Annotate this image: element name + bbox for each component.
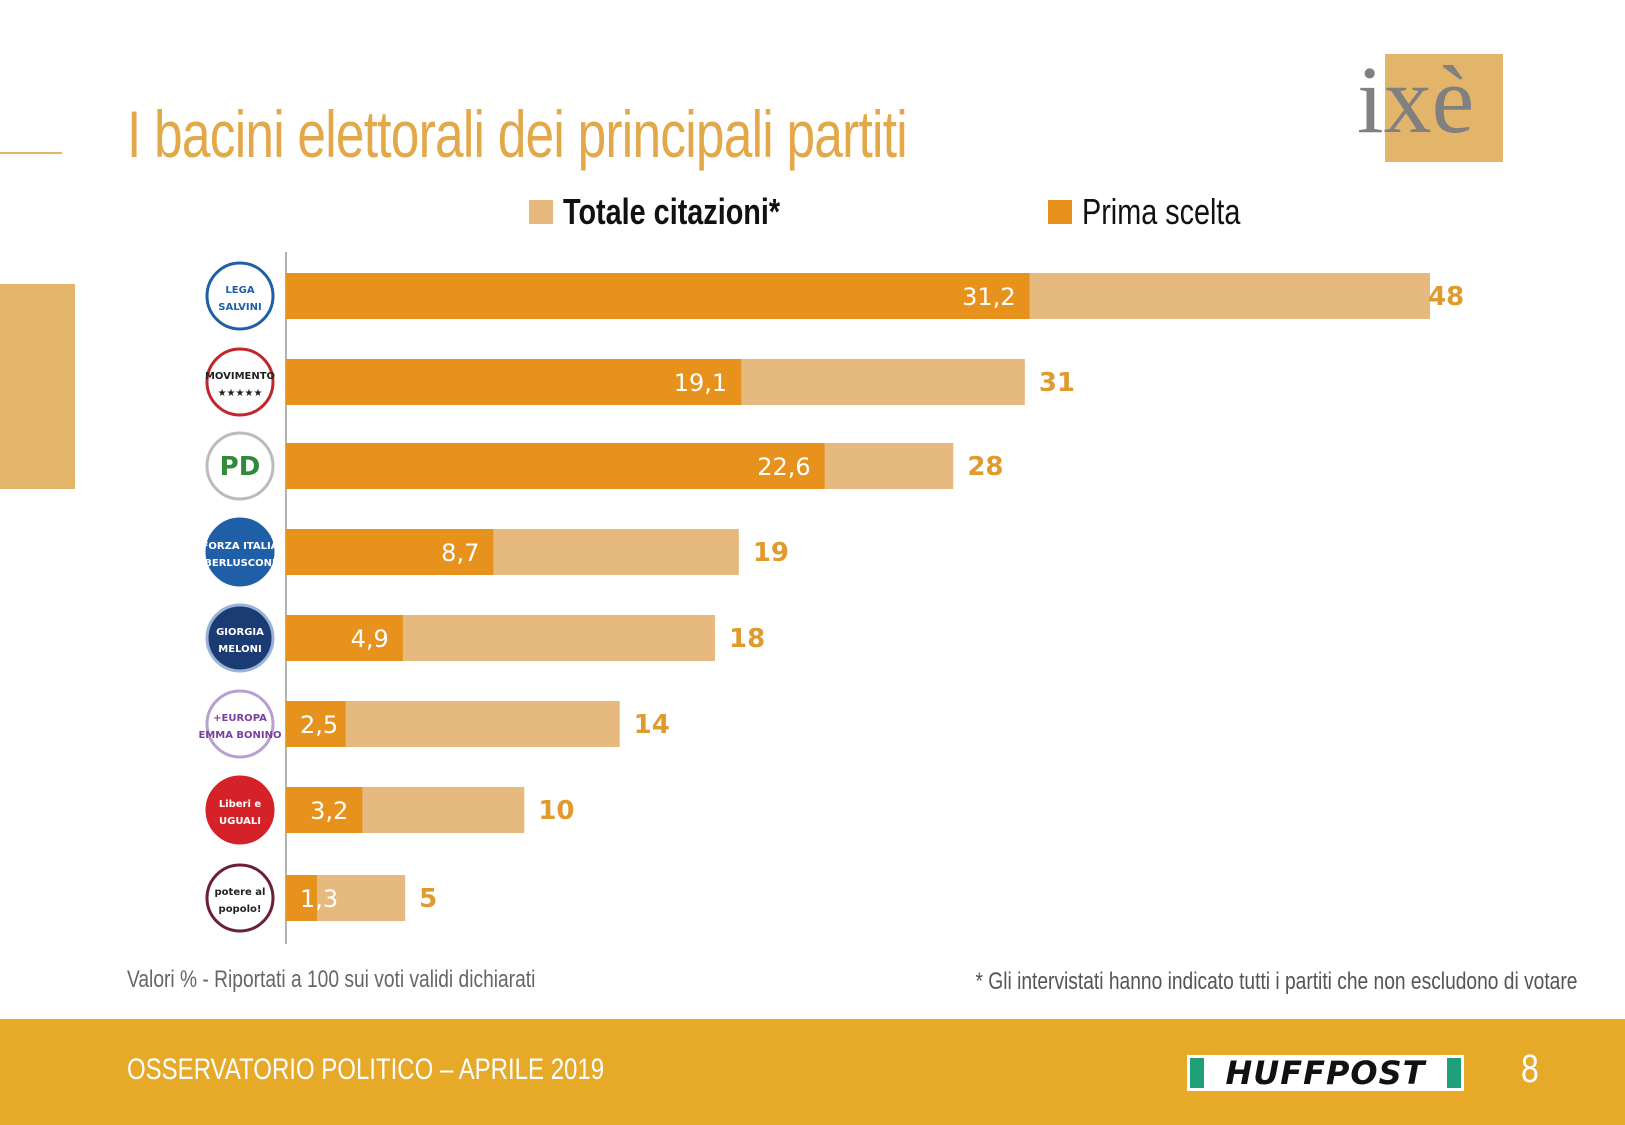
footer-title: OSSERVATORIO POLITICO – APRILE 2019 bbox=[127, 1053, 605, 1086]
title-rule bbox=[0, 152, 62, 154]
label-totale: 18 bbox=[729, 624, 765, 654]
ixe-logo: ixè bbox=[1357, 46, 1503, 162]
logo-circle bbox=[205, 347, 275, 417]
bar-prima bbox=[286, 529, 494, 575]
logo-text: ★★★★★ bbox=[218, 388, 263, 399]
bar-chart: LEGA SALVINI 31,2 48 MOVIMENTO ★★★★★ 19,1 31 PD 2… bbox=[198, 252, 1464, 944]
logo-text: FORZA ITALIA bbox=[202, 541, 279, 552]
label-prima: 2,5 bbox=[300, 711, 338, 739]
legend-label-totale: Totale citazioni* bbox=[563, 191, 781, 232]
label-totale: 14 bbox=[634, 710, 670, 740]
huffpost-bar-right bbox=[1447, 1058, 1461, 1088]
piu-europa-logo: +EUROPA EMMA BONINO bbox=[198, 689, 282, 759]
svg-text:ixè: ixè bbox=[1357, 46, 1474, 153]
bar-prima bbox=[286, 443, 825, 489]
footnote-values: Valori % - Riportati a 100 sui voti vali… bbox=[127, 966, 536, 993]
logo-text: +EUROPA bbox=[213, 713, 267, 724]
legend-swatch-prima bbox=[1048, 200, 1072, 224]
bar-prima bbox=[286, 273, 1030, 319]
logo-text: MELONI bbox=[218, 644, 261, 655]
m5s-logo: MOVIMENTO ★★★★★ bbox=[205, 347, 275, 417]
page-number: 8 bbox=[1521, 1047, 1539, 1091]
huffpost-wordmark: HUFFPOST bbox=[1225, 1054, 1426, 1092]
label-totale: 19 bbox=[753, 538, 789, 568]
label-totale: 5 bbox=[419, 884, 437, 914]
bar-prima bbox=[286, 787, 363, 833]
bar-prima bbox=[286, 615, 403, 661]
logo-circle bbox=[205, 261, 275, 331]
logo-text: BERLUSCONI bbox=[204, 558, 275, 569]
label-prima: 1,3 bbox=[300, 885, 338, 913]
bar-prima bbox=[286, 359, 742, 405]
logo-circle bbox=[205, 689, 275, 759]
label-prima: 4,9 bbox=[351, 625, 389, 653]
label-totale: 31 bbox=[1039, 368, 1075, 398]
label-prima: 22,6 bbox=[757, 453, 810, 481]
legend-prima-scelta: Prima scelta bbox=[1048, 191, 1280, 232]
logo-text: LEGA bbox=[225, 285, 254, 296]
label-prima: 19,1 bbox=[674, 369, 727, 397]
logo-circle bbox=[205, 517, 275, 587]
label-totale: 10 bbox=[538, 796, 574, 826]
logo-text: MOVIMENTO bbox=[205, 371, 275, 382]
logo-text: GIORGIA bbox=[216, 627, 264, 638]
leu-logo: Liberi e UGUALI bbox=[205, 775, 275, 845]
logo-circle bbox=[205, 863, 275, 933]
logo-text: UGUALI bbox=[219, 816, 261, 827]
label-totale: 48 bbox=[1428, 282, 1464, 312]
footer-bar: OSSERVATORIO POLITICO – APRILE 2019 HUFF… bbox=[0, 1019, 1625, 1125]
footnote-asterisk: * Gli intervistati hanno indicato tutti … bbox=[975, 968, 1577, 995]
label-prima: 31,2 bbox=[962, 283, 1015, 311]
pd-logo: PD bbox=[205, 431, 275, 501]
huffpost-bar-left bbox=[1190, 1058, 1204, 1088]
fdi-logo: GIORGIA MELONI bbox=[205, 603, 275, 673]
logo-circle bbox=[205, 775, 275, 845]
label-totale: 28 bbox=[967, 452, 1003, 482]
logo-text: PD bbox=[220, 452, 261, 482]
logo-circle bbox=[205, 431, 275, 501]
logo-text: Liberi e bbox=[219, 799, 262, 810]
logo-text: EMMA BONINO bbox=[198, 730, 281, 741]
label-prima: 3,2 bbox=[310, 797, 348, 825]
logo-text: popolo! bbox=[219, 904, 262, 915]
legend-totale-citazioni: Totale citazioni* bbox=[529, 191, 834, 232]
pap-logo: potere al popolo! bbox=[205, 863, 275, 933]
page-title: I bacini elettorali dei principali parti… bbox=[127, 97, 908, 171]
bar-prima bbox=[286, 701, 346, 747]
huffpost-logo: HUFFPOST bbox=[1187, 1055, 1464, 1091]
logo-text: SALVINI bbox=[218, 302, 262, 313]
legend-label-prima: Prima scelta bbox=[1082, 191, 1241, 232]
label-prima: 8,7 bbox=[441, 539, 479, 567]
lega-logo: LEGA SALVINI bbox=[205, 261, 275, 331]
bar-prima bbox=[286, 875, 317, 921]
forza-italia-logo: FORZA ITALIA BERLUSCONI bbox=[202, 517, 279, 587]
logo-circle bbox=[205, 603, 275, 673]
side-accent-block bbox=[0, 284, 75, 489]
logo-text: potere al bbox=[215, 887, 266, 898]
legend-swatch-totale bbox=[529, 200, 553, 224]
